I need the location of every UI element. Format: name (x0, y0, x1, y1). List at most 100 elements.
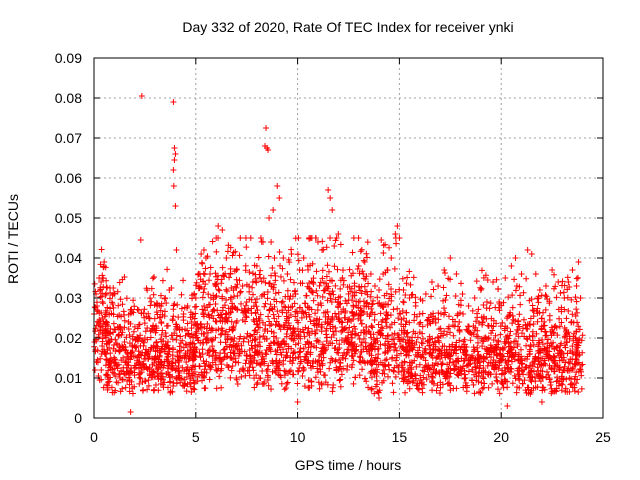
data-point (451, 365, 458, 372)
data-point (111, 389, 118, 396)
data-point (478, 314, 485, 321)
data-point (493, 371, 500, 378)
data-point (154, 303, 161, 309)
data-point (407, 342, 414, 349)
data-point (357, 305, 364, 312)
data-point (460, 357, 467, 364)
data-point (517, 346, 524, 353)
data-point (570, 330, 577, 337)
data-point (404, 274, 411, 281)
data-point (319, 247, 326, 253)
data-point (346, 283, 353, 290)
data-point (574, 360, 581, 367)
data-point (515, 327, 522, 334)
data-point (320, 372, 327, 379)
data-point (237, 333, 244, 340)
data-point (459, 291, 466, 297)
data-point (529, 373, 536, 380)
data-point (150, 368, 157, 375)
data-point (322, 379, 329, 386)
data-point (362, 288, 369, 295)
data-point (228, 367, 235, 374)
data-point (572, 313, 579, 320)
data-point (187, 344, 194, 351)
data-point (217, 339, 224, 346)
data-point (141, 320, 148, 327)
data-point (99, 330, 106, 337)
data-point (340, 267, 347, 274)
data-point (210, 315, 217, 322)
data-point (125, 325, 132, 332)
data-point (308, 288, 315, 295)
data-point (419, 335, 426, 342)
data-point (484, 276, 491, 283)
data-point (217, 317, 224, 324)
data-point (246, 269, 253, 276)
data-point (92, 367, 99, 373)
data-point (319, 275, 326, 282)
data-point (346, 341, 353, 348)
data-point (161, 295, 168, 302)
data-point (315, 379, 322, 386)
data-point (298, 314, 305, 321)
data-point (419, 323, 426, 330)
data-point (573, 356, 580, 363)
data-point (170, 313, 177, 320)
data-point (212, 300, 219, 307)
data-point (276, 344, 283, 351)
data-point (537, 346, 544, 353)
data-point (430, 346, 437, 353)
data-point (248, 305, 255, 312)
data-point (490, 317, 497, 324)
data-point (577, 295, 584, 301)
data-point (550, 329, 557, 336)
data-point (237, 289, 244, 296)
data-point (114, 288, 121, 295)
data-point (224, 248, 231, 255)
data-point (286, 358, 293, 365)
data-point (579, 349, 586, 356)
data-point (292, 308, 299, 315)
data-point (209, 238, 216, 245)
data-point (268, 328, 275, 335)
data-point (272, 367, 279, 374)
data-point (214, 307, 221, 314)
data-point (230, 356, 237, 363)
data-point (385, 362, 392, 369)
y-tick-label: 0.08 (55, 90, 82, 106)
data-point (329, 384, 336, 391)
data-point (361, 358, 368, 365)
data-point (398, 350, 405, 357)
data-point (277, 273, 284, 280)
data-point (173, 247, 180, 253)
data-point (365, 384, 372, 391)
data-point (415, 386, 422, 393)
data-point (516, 311, 523, 318)
data-point (435, 309, 442, 316)
data-point (336, 365, 343, 372)
data-point (288, 251, 295, 257)
data-point (283, 333, 290, 340)
data-point (477, 287, 484, 293)
data-point (213, 292, 220, 299)
data-point (239, 283, 246, 289)
data-point (103, 351, 110, 357)
data-point (183, 359, 190, 366)
data-point (259, 368, 266, 375)
data-point (191, 368, 198, 375)
data-point (102, 311, 109, 318)
data-point (249, 284, 256, 291)
data-point (496, 307, 503, 314)
data-point (575, 368, 582, 375)
data-point (467, 329, 474, 336)
data-point (393, 240, 400, 247)
data-point (266, 215, 273, 221)
data-point (563, 338, 570, 345)
data-point (504, 315, 511, 322)
data-point (447, 353, 454, 360)
data-point (403, 280, 410, 287)
data-point (276, 322, 283, 329)
data-point (126, 331, 133, 338)
data-point (324, 297, 331, 304)
data-point (339, 319, 346, 326)
